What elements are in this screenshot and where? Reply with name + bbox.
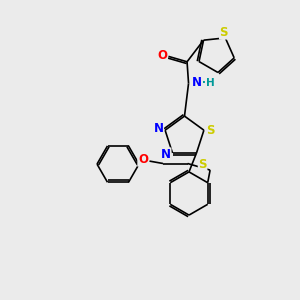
Text: S: S (198, 158, 207, 171)
Text: S: S (220, 26, 228, 39)
Text: O: O (158, 49, 167, 62)
Text: S: S (206, 124, 215, 137)
Text: N: N (161, 148, 171, 161)
Text: N: N (154, 122, 164, 135)
Text: ·H: ·H (202, 78, 214, 88)
Text: O: O (138, 153, 148, 166)
Text: N: N (192, 76, 202, 89)
